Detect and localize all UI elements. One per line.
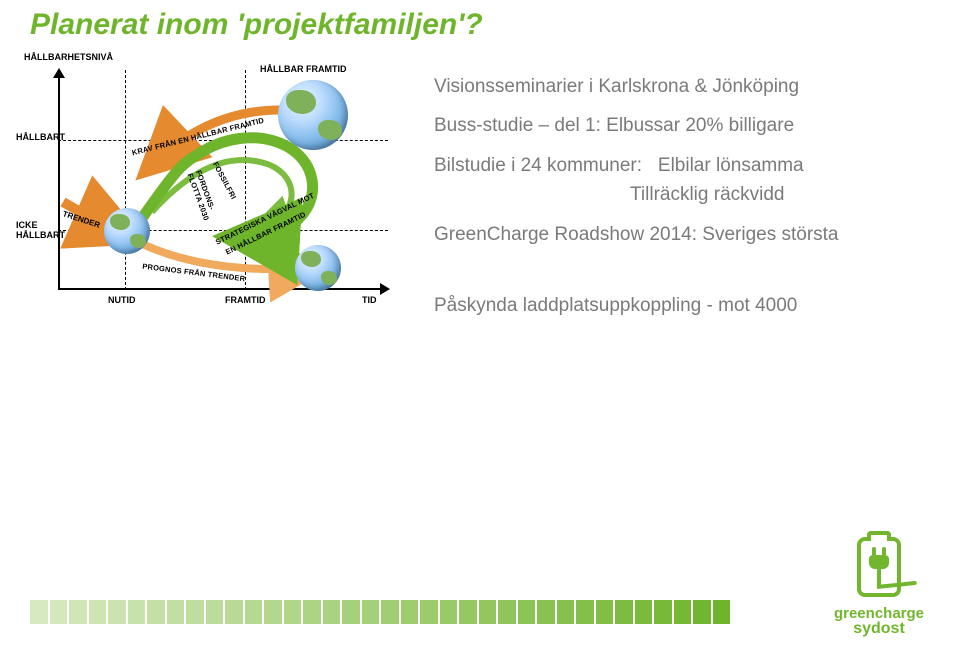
logo-text: greencharge sydost	[824, 606, 934, 636]
progress-seg	[30, 600, 48, 624]
progress-seg	[128, 600, 146, 624]
progress-seg	[693, 600, 711, 624]
progress-seg	[459, 600, 477, 624]
progress-seg	[654, 600, 672, 624]
progress-seg	[186, 600, 204, 624]
progress-seg	[401, 600, 419, 624]
progress-seg	[206, 600, 224, 624]
battery-icon	[857, 537, 901, 597]
sustainability-diagram: HÅLLBARHETSNIVÅ HÅLLBART ICKE HÅLLBART N…	[30, 70, 410, 310]
progress-seg	[576, 600, 594, 624]
logo-l2: charge	[875, 605, 924, 622]
progress-seg	[518, 600, 536, 624]
progress-seg	[635, 600, 653, 624]
y-axis-title: HÅLLBARHETSNIVÅ	[24, 52, 113, 62]
progress-seg	[89, 600, 107, 624]
progress-seg	[674, 600, 692, 624]
progress-seg	[147, 600, 165, 624]
page-title: Planerat inom 'projektfamiljen'?	[30, 8, 483, 42]
progress-seg	[69, 600, 87, 624]
globe-future-icon	[278, 80, 348, 150]
car-line-lead: Bilstudie i 24 kommuner:	[434, 155, 642, 176]
progress-seg	[342, 600, 360, 624]
page-root: Planerat inom 'projektfamiljen'? HÅLLBAR…	[0, 0, 960, 656]
car-line: Bilstudie i 24 kommuner: Elbilar lönsamm…	[434, 151, 934, 210]
progress-seg	[167, 600, 185, 624]
globe-prognosis-icon	[295, 245, 341, 291]
progress-seg	[596, 600, 614, 624]
progress-seg	[420, 600, 438, 624]
progress-seg	[713, 600, 731, 624]
progress-seg	[381, 600, 399, 624]
plug-icon	[869, 555, 889, 579]
progress-seg	[479, 600, 497, 624]
progress-seg	[498, 600, 516, 624]
progress-seg	[303, 600, 321, 624]
label-hallbar-framtid: HÅLLBAR FRAMTID	[260, 64, 346, 74]
progress-seg	[108, 600, 126, 624]
car-line-c: Tillräcklig räckvidd	[434, 180, 934, 209]
progress-seg	[284, 600, 302, 624]
logo-l1: green	[834, 605, 875, 622]
roadshow-line: GreenCharge Roadshow 2014: Sveriges stör…	[434, 220, 934, 249]
progress-bar	[30, 600, 730, 624]
progress-seg	[50, 600, 68, 624]
bus-line: Buss-studie – del 1: Elbussar 20% billig…	[434, 111, 934, 140]
globe-now-icon	[104, 208, 150, 254]
car-line-b: Elbilar lönsamma	[658, 155, 804, 176]
progress-seg	[615, 600, 633, 624]
progress-seg	[440, 600, 458, 624]
progress-seg	[362, 600, 380, 624]
progress-seg	[225, 600, 243, 624]
progress-seg	[323, 600, 341, 624]
progress-seg	[557, 600, 575, 624]
greencharge-logo: greencharge sydost	[824, 537, 934, 636]
logo-l3: sydost	[824, 621, 934, 636]
laddplats-line: Påskynda laddplatsuppkoppling - mot 4000	[434, 291, 934, 320]
progress-seg	[264, 600, 282, 624]
vision-line: Visionsseminarier i Karlskrona & Jönköpi…	[434, 72, 934, 101]
right-text-block: Visionsseminarier i Karlskrona & Jönköpi…	[434, 72, 934, 331]
progress-seg	[537, 600, 555, 624]
progress-seg	[245, 600, 263, 624]
